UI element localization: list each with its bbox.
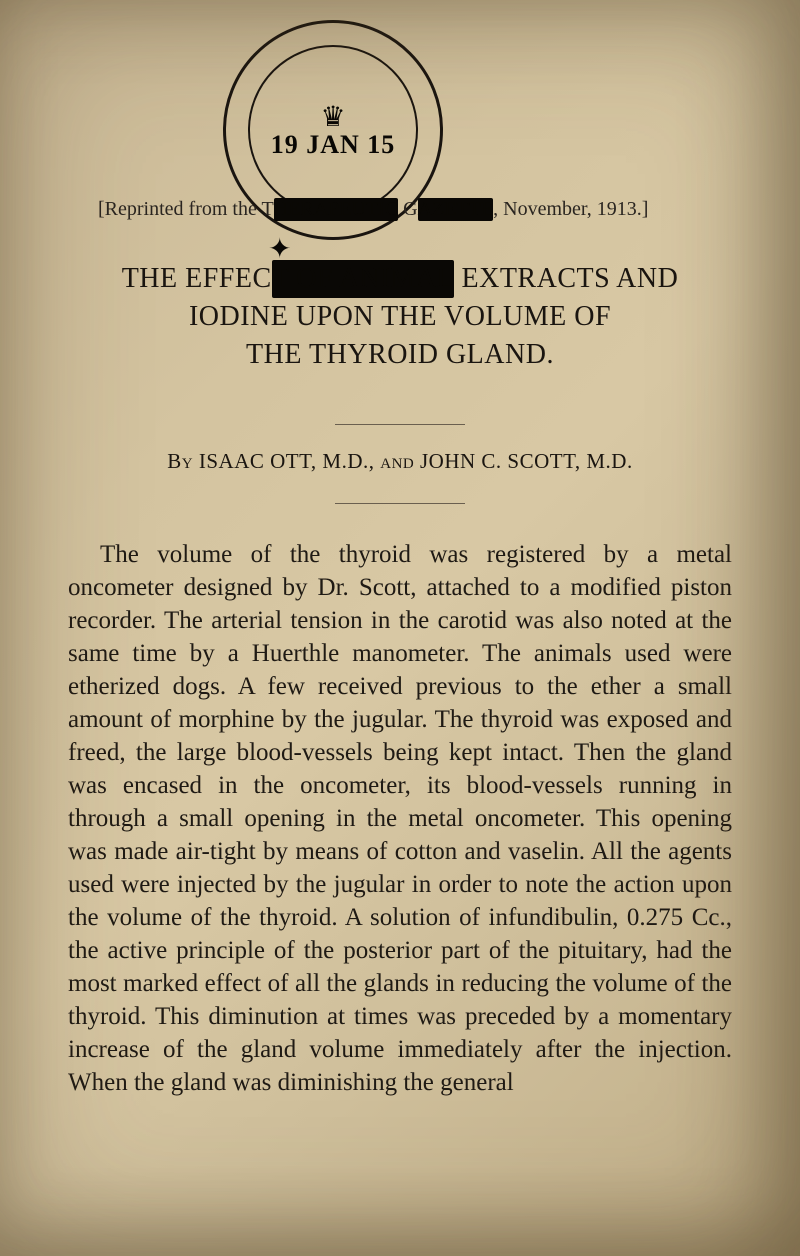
reprint-citation: [Reprinted from the THERAPEUTIC GAZETTE,…: [98, 198, 738, 221]
reprint-text-left: [Reprinted from the T: [98, 198, 274, 220]
title-post: EXTRACTS AND: [454, 263, 678, 294]
reprint-text-mid: G: [398, 198, 417, 220]
title-line-1: THE EFFECT OF ANIMAL EXTRACTS AND: [68, 260, 732, 298]
title-line-3: THE THYROID GLAND.: [68, 336, 732, 374]
article-title: THE EFFECT OF ANIMAL EXTRACTS AND IODINE…: [68, 260, 732, 373]
library-stamp-inner: ♛ 19 JAN 15: [248, 45, 418, 215]
stamp-date: 19 JAN 15: [271, 130, 396, 160]
document-page: ♛ 19 JAN 15 ✦ [Reprinted from the THERAP…: [0, 0, 800, 1139]
header-seal-area: ♛ 19 JAN 15 ✦ [Reprinted from the THERAP…: [68, 20, 732, 250]
body-paragraph: The volume of the thyroid was registered…: [68, 538, 732, 1099]
blackout-mark: T OF ANIMAL: [272, 260, 454, 298]
blackout-mark: HERAPEUTIC: [274, 198, 398, 221]
author-byline: By ISAAC OTT, M.D., and JOHN C. SCOTT, M…: [68, 449, 732, 474]
horizontal-rule: [335, 486, 465, 504]
byline-text: By ISAAC OTT, M.D., and JOHN C. SCOTT, M…: [167, 449, 632, 473]
horizontal-rule: [335, 401, 465, 425]
crown-icon: ♛: [320, 100, 345, 134]
title-line-2: IODINE UPON THE VOLUME OF: [68, 298, 732, 336]
blackout-mark: AZETTE: [418, 198, 494, 221]
reprint-text-right: , November, 1913.]: [493, 198, 648, 220]
title-pre: THE EFFEC: [122, 263, 272, 294]
